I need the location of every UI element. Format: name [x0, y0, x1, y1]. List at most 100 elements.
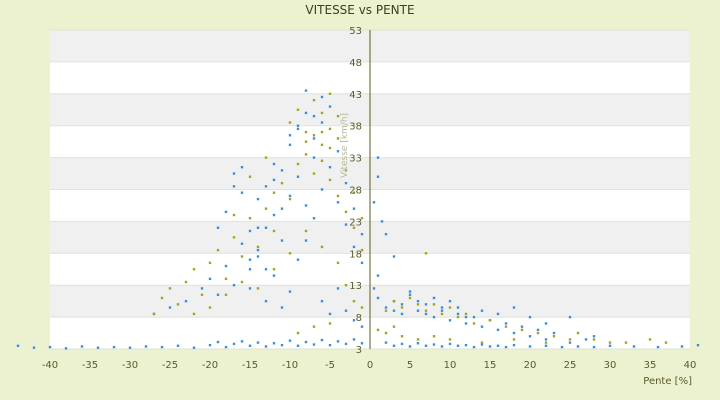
x-tick-label: 30	[604, 360, 617, 371]
data-point-series-1	[232, 342, 236, 346]
data-point-series-2	[624, 341, 628, 344]
data-point-series-1	[440, 345, 444, 348]
data-point-series-1	[336, 287, 340, 290]
data-point-series-1	[496, 312, 500, 316]
data-point-series-2	[216, 248, 220, 252]
data-point-series-2	[168, 287, 172, 290]
data-point-series-2	[360, 248, 364, 252]
data-point-series-2	[384, 331, 388, 335]
data-point-series-1	[272, 213, 276, 217]
x-tick-label: -35	[82, 360, 98, 371]
y-tick-label: 43	[349, 90, 362, 101]
data-point-series-1	[240, 191, 244, 194]
data-point-series-1	[208, 277, 212, 281]
data-point-series-2	[304, 229, 308, 233]
data-point-series-2	[568, 338, 572, 341]
data-point-series-2	[488, 319, 492, 322]
data-point-series-2	[160, 296, 164, 300]
data-point-series-1	[376, 296, 380, 300]
data-point-series-1	[592, 335, 596, 338]
data-point-series-1	[544, 338, 548, 341]
data-point-series-1	[440, 309, 444, 312]
data-point-series-2	[296, 108, 300, 111]
data-point-series-2	[552, 335, 556, 338]
data-point-series-2	[352, 191, 356, 194]
data-point-series-2	[256, 287, 260, 290]
x-tick-label: 0	[367, 360, 373, 371]
data-point-series-1	[280, 239, 284, 242]
data-point-series-2	[512, 338, 516, 341]
data-point-series-1	[240, 340, 244, 343]
data-point-series-1	[456, 306, 460, 309]
data-point-series-2	[432, 335, 436, 338]
data-point-series-1	[512, 343, 516, 347]
data-point-series-1	[680, 345, 684, 348]
data-point-series-1	[32, 346, 36, 349]
data-point-series-2	[328, 92, 332, 95]
data-point-series-1	[280, 169, 284, 172]
data-point-series-1	[288, 134, 292, 137]
data-point-series-1	[400, 342, 404, 346]
data-point-series-1	[232, 185, 236, 188]
data-point-series-1	[352, 207, 356, 210]
data-point-series-1	[240, 165, 244, 169]
x-tick-labels: -40 -35 -30 -25 -20 -15 -10 -5 0 5 10 15 20 25 30 35 40	[42, 360, 697, 371]
data-point-series-2	[320, 130, 324, 134]
data-point-series-1	[448, 319, 452, 322]
data-point-series-1	[360, 232, 364, 236]
data-point-series-1	[112, 345, 116, 349]
data-point-series-1	[288, 143, 292, 147]
data-point-series-1	[584, 338, 588, 341]
data-point-series-2	[320, 159, 324, 162]
data-point-series-2	[344, 284, 348, 287]
data-point-series-1	[656, 345, 660, 349]
data-point-series-1	[448, 299, 452, 303]
data-point-series-1	[380, 220, 384, 223]
data-point-series-1	[592, 345, 596, 349]
data-point-series-1	[432, 343, 436, 346]
data-point-series-2	[272, 191, 276, 194]
data-point-series-1	[248, 229, 252, 233]
data-point-series-1	[352, 319, 356, 322]
data-point-series-1	[560, 345, 564, 349]
data-point-series-1	[280, 306, 284, 309]
y-tick-label: 38	[349, 122, 362, 133]
data-point-series-1	[264, 226, 268, 229]
data-point-series-1	[416, 342, 420, 345]
data-point-series-2	[320, 111, 324, 115]
data-point-series-1	[408, 345, 412, 348]
y-tick-label: 48	[349, 58, 362, 69]
data-point-series-1	[376, 175, 380, 178]
x-tick-label: 35	[644, 360, 657, 371]
data-point-series-1	[256, 226, 260, 229]
data-point-series-1	[344, 309, 348, 312]
data-point-series-2	[328, 178, 332, 182]
data-point-series-1	[280, 343, 284, 347]
data-point-series-2	[360, 217, 364, 220]
data-point-series-1	[320, 121, 324, 124]
data-point-series-1	[256, 341, 260, 344]
y-axis-label: Vitesse [km/h]	[340, 112, 350, 178]
data-point-series-2	[248, 175, 252, 178]
data-point-series-2	[320, 143, 324, 147]
data-point-series-1	[328, 165, 332, 169]
data-point-series-1	[248, 344, 252, 348]
data-point-series-1	[448, 342, 452, 346]
data-point-series-1	[352, 338, 356, 341]
data-point-series-1	[488, 345, 492, 348]
data-point-series-1	[344, 181, 348, 185]
data-point-series-1	[296, 127, 300, 131]
data-point-series-2	[208, 261, 212, 265]
data-point-series-1	[248, 258, 252, 261]
data-point-series-1	[256, 255, 260, 258]
data-point-series-1	[216, 226, 220, 229]
data-point-series-2	[448, 338, 452, 341]
data-point-series-1	[360, 342, 364, 345]
data-point-series-2	[232, 213, 236, 217]
data-point-series-1	[472, 315, 476, 319]
data-point-series-2	[504, 325, 508, 328]
data-point-series-1	[464, 322, 468, 325]
data-point-series-1	[328, 343, 332, 347]
data-point-series-2	[288, 197, 292, 201]
